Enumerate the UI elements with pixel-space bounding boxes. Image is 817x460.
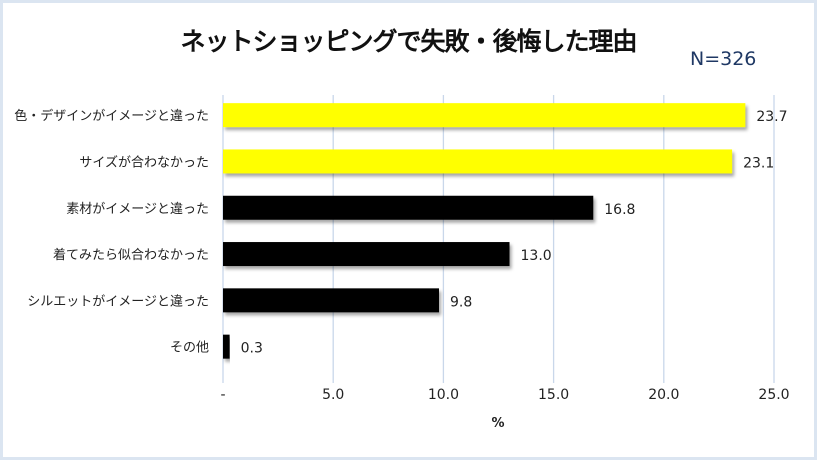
x-tick-label: 15.0 <box>538 387 569 403</box>
category-label: 色・デザインがイメージと違った <box>14 108 209 124</box>
data-label: 0.3 <box>241 341 263 357</box>
bar <box>223 288 439 313</box>
data-label: 23.1 <box>743 155 774 171</box>
x-axis-label: % <box>491 416 504 431</box>
bar <box>223 334 230 359</box>
data-label: 16.8 <box>604 202 635 218</box>
bar <box>223 149 733 174</box>
x-tick-label: 10.0 <box>428 387 459 403</box>
category-label: 素材がイメージと違った <box>66 202 209 217</box>
x-tick-label: - <box>220 387 225 403</box>
sample-size: N=326 <box>690 48 757 70</box>
category-label: その他 <box>170 341 209 356</box>
bar <box>223 103 746 128</box>
data-label: 13.0 <box>521 248 552 264</box>
x-tick-label: 25.0 <box>758 387 789 403</box>
x-tick-label: 5.0 <box>322 387 344 403</box>
category-label: 着てみたら似合わなかった <box>53 247 209 263</box>
category-label: サイズが合わなかった <box>79 154 209 170</box>
data-label: 9.8 <box>450 294 472 310</box>
data-label: 23.7 <box>756 109 787 125</box>
chart-title: ネットショッピングで失敗・後悔した理由 <box>180 27 637 56</box>
x-tick-label: 20.0 <box>648 387 679 403</box>
bar <box>223 242 510 267</box>
category-label: シルエットがイメージと違った <box>27 294 209 309</box>
bar <box>223 195 594 220</box>
